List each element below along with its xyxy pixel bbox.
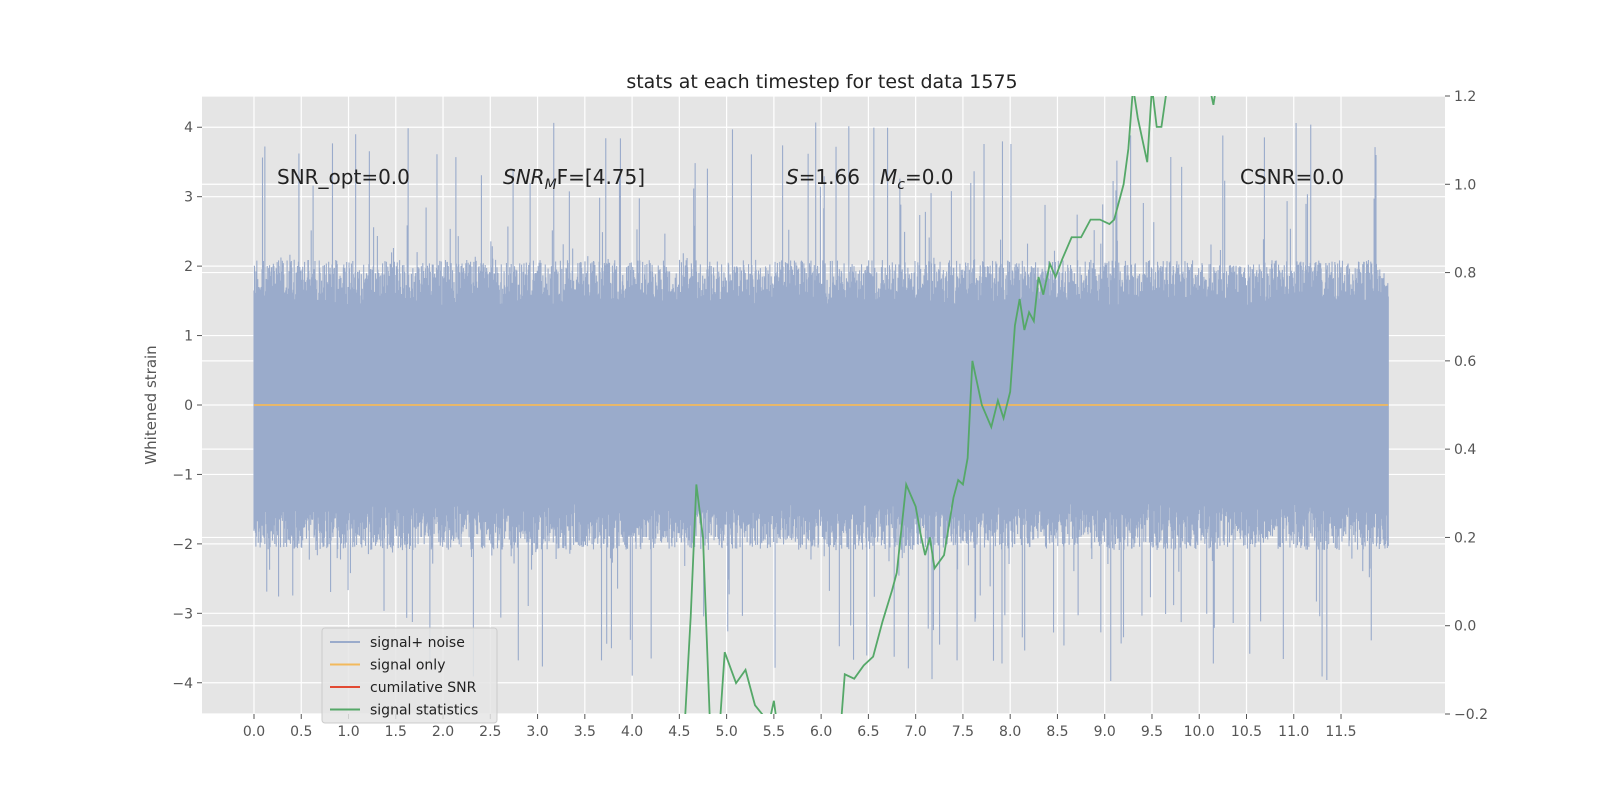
y-tick-label-6: −2: [172, 537, 193, 553]
x-tick-label-11: 5.5: [763, 724, 785, 740]
y2-tick-label-0: 1.2: [1454, 89, 1476, 105]
mc-subscript: c: [897, 177, 905, 193]
signal-noise-series: [253, 122, 1389, 682]
x-tick-label-2: 1.0: [337, 724, 359, 740]
x-tick-label-18: 9.0: [1094, 724, 1116, 740]
mc-symbol: M: [880, 165, 897, 189]
snr-mf-value: F=[4.75]: [557, 165, 645, 189]
s-symbol: S: [786, 165, 799, 189]
x-tick-label-16: 8.0: [999, 724, 1021, 740]
x-tick-label-3: 1.5: [385, 724, 407, 740]
y-axis-right: 1.2 1.0 0.8 0.6 0.4 0.2 0.0 −0.2: [1445, 89, 1488, 723]
legend-box: [321, 627, 498, 724]
x-tick-label-1: 0.5: [290, 724, 312, 740]
x-tick-label-13: 6.5: [857, 724, 879, 740]
x-tick-label-4: 2.0: [432, 724, 454, 740]
x-tick-label-14: 7.0: [905, 724, 927, 740]
y2-tick-label-1: 1.0: [1454, 177, 1476, 193]
x-tick-label-19: 9.5: [1141, 724, 1163, 740]
signal-noise-trace: [253, 122, 1389, 682]
y2-tick-label-6: 0.0: [1454, 619, 1476, 635]
y2-tick-label-4: 0.4: [1454, 442, 1476, 458]
csnr-annotation: CSNR=0.0: [1240, 165, 1344, 189]
s-value: =1.66: [799, 165, 860, 189]
line-series: [253, 96, 1389, 714]
y-tick-label-4: 0: [184, 398, 193, 414]
legend-label-0: signal+ noise: [370, 635, 465, 651]
x-tick-label-8: 4.0: [621, 724, 643, 740]
legend: signal+ noise signal only cumilative SNR si…: [321, 627, 498, 724]
y-tick-label-5: −1: [172, 467, 193, 483]
y-tick-label-7: −3: [172, 606, 193, 622]
x-tick-label-9: 4.5: [668, 724, 690, 740]
y2-tick-label-2: 0.8: [1454, 266, 1476, 282]
x-tick-label-23: 11.5: [1325, 724, 1356, 740]
x-tick-label-5: 2.5: [479, 724, 501, 740]
x-tick-label-0: 0.0: [243, 724, 265, 740]
snr-mf-symbol: SNR: [503, 165, 545, 189]
mc-annotation: Mc=0.0: [880, 165, 954, 193]
y2-tick-label-3: 0.6: [1454, 354, 1476, 370]
x-tick-label-7: 3.5: [574, 724, 596, 740]
x-axis: 0.0 0.5 1.0 1.5 2.0 2.5 3.0 3.5 4.0 4.5 5.0 5.5 6.0 6…: [243, 714, 1357, 740]
x-tick-label-15: 7.5: [952, 724, 974, 740]
series-line-signal-statistics: [684, 96, 1216, 714]
y2-tick-label-5: 0.2: [1454, 530, 1476, 546]
x-tick-label-17: 8.5: [1046, 724, 1068, 740]
annotations: SNR_opt=0.0 SNRMF=[4.75] S=1.66 Mc=0.0 C…: [277, 165, 1344, 193]
y-tick-label-2: 2: [184, 259, 193, 275]
y2-tick-label-7: −0.2: [1454, 707, 1488, 723]
legend-label-3: signal statistics: [370, 703, 478, 719]
x-tick-label-20: 10.0: [1184, 724, 1215, 740]
y-axis-label: Whitened strain: [142, 345, 160, 464]
y-tick-label-8: −4: [172, 676, 193, 692]
x-tick-label-6: 3.0: [526, 724, 548, 740]
y-tick-label-0: 4: [184, 120, 193, 136]
snr-mf-subscript: M: [545, 177, 557, 193]
chart-title: stats at each timestep for test data 157…: [626, 71, 1017, 93]
x-tick-label-12: 6.0: [810, 724, 832, 740]
snr-opt-annotation: SNR_opt=0.0: [277, 165, 410, 189]
snr-mf-annotation: SNRMF=[4.75]: [503, 165, 645, 193]
x-tick-label-21: 10.5: [1231, 724, 1262, 740]
y-tick-label-1: 3: [184, 190, 193, 206]
x-tick-label-22: 11.0: [1278, 724, 1309, 740]
y-axis-left: 4 3 2 1 0 −1 −2 −3 −4: [172, 120, 202, 692]
legend-label-1: signal only: [370, 658, 445, 674]
legend-label-2: cumilative SNR: [370, 680, 477, 696]
s-annotation: S=1.66: [786, 165, 860, 189]
y-tick-label-3: 1: [184, 329, 193, 345]
x-tick-label-10: 5.0: [715, 724, 737, 740]
mc-value: =0.0: [905, 165, 954, 189]
